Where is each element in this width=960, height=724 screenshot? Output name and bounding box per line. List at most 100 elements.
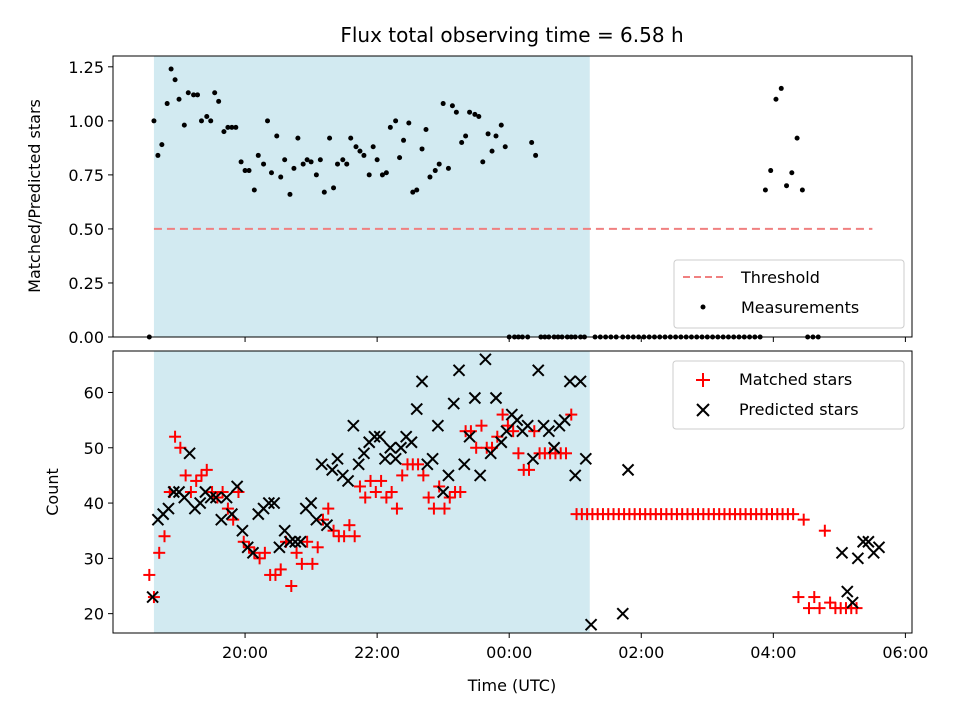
ratio-shaded-region bbox=[153, 56, 590, 337]
predicted-stars-point bbox=[872, 541, 886, 554]
predicted-stars-point bbox=[563, 375, 577, 388]
threshold-legend-label: Threshold bbox=[740, 268, 820, 287]
matched-stars-point bbox=[470, 441, 483, 454]
measurements-legend-label: Measurements bbox=[741, 298, 859, 317]
measurements-point bbox=[383, 170, 389, 176]
predicted-stars-point bbox=[452, 364, 466, 377]
count-panel: 20 30 40 50 60 20:00 22:00 00:00 02:00 04:00 06:0… bbox=[43, 350, 928, 695]
predicted-stars-point bbox=[458, 458, 471, 471]
predicted-stars-point bbox=[463, 430, 476, 443]
predicted-stars-point bbox=[278, 524, 291, 537]
x-tick-label-1: 22:00 bbox=[354, 643, 400, 662]
predicted-stars-point bbox=[183, 447, 196, 460]
matched-stars-point bbox=[422, 491, 435, 504]
predicted-stars-point bbox=[569, 469, 582, 482]
y-tick-label-0-2: 0.50 bbox=[68, 220, 104, 239]
predicted-stars-point bbox=[289, 535, 302, 548]
predicted-stars-point bbox=[468, 391, 482, 405]
matched-stars-point bbox=[375, 474, 388, 487]
predicted-stars-point bbox=[236, 524, 249, 537]
predicted-stars-point bbox=[389, 452, 402, 466]
measurements-point bbox=[480, 159, 486, 165]
matched-stars-point bbox=[850, 602, 863, 615]
measurements-point bbox=[225, 124, 231, 130]
predicted-stars-point bbox=[283, 535, 297, 548]
matched-stars-point bbox=[195, 469, 208, 482]
count-plot-frame bbox=[112, 350, 913, 634]
matched-stars-point bbox=[343, 519, 356, 532]
predicted-stars-point bbox=[310, 513, 323, 526]
predicted-stars-point bbox=[230, 480, 244, 493]
measurements-point bbox=[216, 98, 222, 104]
measurements-point bbox=[393, 118, 399, 124]
matched-stars-point bbox=[369, 486, 382, 498]
measurements-point bbox=[789, 170, 795, 176]
measurements-point bbox=[357, 148, 363, 154]
matched-stars-point bbox=[216, 486, 229, 498]
matched-stars-point bbox=[158, 530, 171, 543]
measurements-point bbox=[370, 144, 376, 150]
predicted-stars-point bbox=[431, 419, 445, 432]
matched-stars-point bbox=[348, 530, 361, 543]
measurements-point bbox=[295, 135, 301, 141]
count-marks bbox=[143, 353, 886, 631]
matched-stars-point bbox=[512, 447, 525, 460]
x-tick-label-4: 04:00 bbox=[750, 643, 796, 662]
measurements-point bbox=[255, 152, 261, 158]
measurements-point bbox=[427, 174, 433, 180]
y-tick-label-0-0: 0.00 bbox=[68, 328, 104, 347]
measurements-point bbox=[361, 152, 367, 158]
measurements-point bbox=[212, 90, 218, 96]
measurements-point bbox=[304, 157, 310, 163]
measurements-point bbox=[282, 157, 288, 163]
predicted-stars-point bbox=[378, 452, 392, 466]
count-legend: Matched stars Predicted stars bbox=[672, 360, 905, 430]
measurements-point bbox=[459, 139, 465, 145]
measurements-point bbox=[453, 109, 459, 115]
matched-stars-point bbox=[153, 546, 166, 559]
measurements-point bbox=[773, 96, 779, 102]
measurements-point bbox=[238, 159, 244, 165]
measurements-point bbox=[246, 168, 252, 174]
predicted-stars-point bbox=[510, 413, 524, 427]
measurements-point bbox=[185, 90, 191, 96]
predicted-stars-point bbox=[394, 441, 408, 454]
matched-stars-point bbox=[475, 419, 488, 432]
predicted-stars-point bbox=[384, 441, 397, 454]
matched-stars-point bbox=[438, 502, 451, 515]
predicted-stars-point bbox=[841, 585, 854, 598]
predicted-stars-point bbox=[862, 535, 875, 548]
matched-legend-label: Matched stars bbox=[739, 370, 852, 389]
predicted-stars-point bbox=[415, 375, 429, 388]
measurements-point bbox=[449, 103, 455, 109]
measurements-point bbox=[164, 101, 170, 107]
predicted-stars-point bbox=[579, 452, 593, 466]
measurements-point bbox=[440, 101, 446, 107]
matched-stars-point bbox=[322, 502, 335, 515]
matched-stars-point bbox=[559, 447, 572, 460]
predicted-stars-point bbox=[447, 397, 460, 410]
measurements-point bbox=[414, 187, 420, 193]
measurements-point bbox=[353, 144, 359, 150]
measurements-point bbox=[406, 120, 412, 126]
predicted-stars-point bbox=[542, 424, 556, 438]
predicted-stars-point bbox=[146, 590, 159, 604]
matched-stars-point bbox=[390, 502, 403, 515]
matched-stars-point bbox=[565, 408, 578, 421]
matched-stars-point bbox=[792, 591, 805, 604]
y-tick-label-1-4: 60 bbox=[84, 383, 104, 402]
count-x-ticks: 20:00 22:00 00:00 02:00 04:00 06:00 bbox=[222, 633, 928, 662]
measurements-point bbox=[278, 174, 284, 180]
measurements-point bbox=[344, 161, 350, 167]
matched-stars-point bbox=[338, 530, 351, 543]
x-tick-label-0: 20:00 bbox=[222, 643, 268, 662]
predicted-stars-point bbox=[178, 491, 191, 504]
predicted-stars-point bbox=[167, 485, 180, 499]
measurements-point bbox=[467, 109, 473, 115]
y-tick-label-1-0: 20 bbox=[84, 605, 104, 624]
x-tick-label-5: 06:00 bbox=[882, 643, 928, 662]
y-tick-label-1-2: 40 bbox=[84, 494, 104, 513]
matched-stars-point bbox=[179, 469, 192, 482]
predicted-stars-point bbox=[835, 546, 849, 560]
